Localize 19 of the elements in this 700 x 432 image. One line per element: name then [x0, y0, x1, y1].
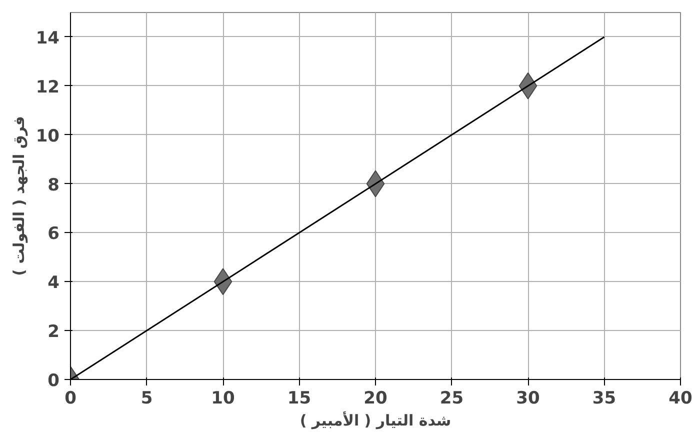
x-tick-label: 25: [440, 388, 464, 408]
y-tick-label: 12: [36, 77, 60, 98]
y-tick-label: 6: [48, 224, 60, 244]
y-tick-label: 2: [48, 322, 60, 342]
y-tick-label: 10: [36, 126, 60, 146]
y-tick-label: 4: [48, 273, 60, 294]
x-tick-label: 30: [516, 388, 540, 408]
y-axis-title: فرق الجهد ( الفولت ): [10, 116, 28, 276]
x-tick-label: 5: [140, 388, 153, 408]
x-tick-label: 20: [364, 388, 388, 408]
x-tick-label: 15: [287, 388, 312, 408]
x-tick-label: 0: [64, 388, 77, 408]
x-tick-label: 35: [592, 388, 616, 408]
y-tick-label: 0: [48, 371, 60, 391]
x-tick-label: 40: [668, 388, 692, 408]
y-tick-label: 14: [36, 28, 60, 48]
y-tick-label: 8: [48, 175, 60, 196]
x-tick-label: 10: [211, 388, 235, 408]
x-axis-title: شدة التيار ( الأمبير ): [300, 410, 452, 430]
